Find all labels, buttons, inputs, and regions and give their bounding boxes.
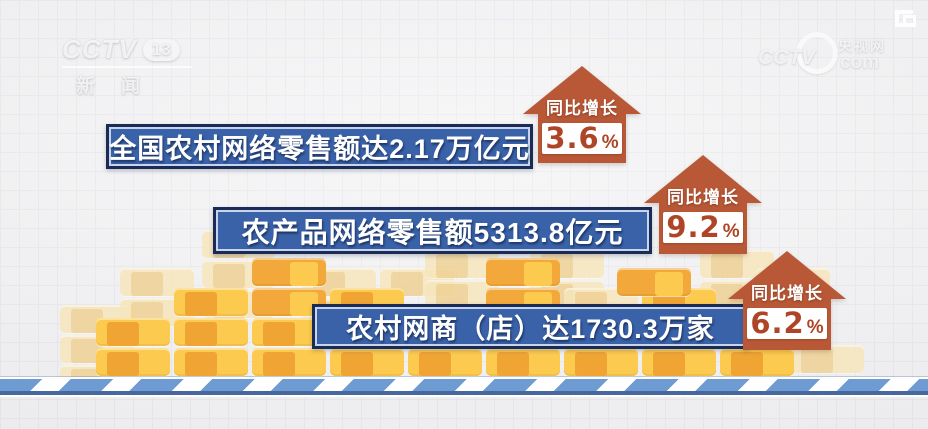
growth-value-box: 6.2 % [747, 308, 827, 339]
cctv13-logo-text: CCTV [62, 34, 137, 64]
growth-label: 同比增长 [546, 99, 618, 118]
coin-face [731, 352, 763, 376]
percent-sign: % [806, 317, 824, 338]
coin [252, 348, 326, 376]
percent-sign: % [722, 221, 740, 242]
coin-face [419, 352, 451, 376]
cctv-com-ring-icon [796, 32, 838, 74]
coin-face [341, 352, 373, 376]
coin-face [655, 272, 683, 296]
pip-overlay-icon[interactable] [895, 10, 916, 27]
coin-face [131, 272, 163, 296]
coin [174, 288, 248, 316]
cctv-com-com-text: com [840, 52, 880, 73]
stat-banner-label: 农产品网络零售额5313.8亿元 [241, 216, 624, 248]
coin [642, 348, 716, 376]
coin [174, 348, 248, 376]
percent-sign: % [601, 132, 619, 153]
growth-value-box: 3.6 % [542, 123, 622, 154]
coin [790, 345, 864, 373]
coin-face [263, 352, 295, 376]
growth-arrow-2: 同比增长 9.2 % [644, 155, 762, 254]
growth-value-box: 9.2 % [663, 212, 743, 243]
arrow-up-icon [644, 155, 762, 203]
cctv13-logo-top: CCTV 13 [62, 34, 192, 68]
coin-face [497, 352, 529, 376]
coin [330, 348, 404, 376]
coin [408, 348, 482, 376]
stat-banner-label: 农村网商（店）达1730.3万家 [346, 314, 715, 344]
coin-face [185, 292, 217, 316]
coin [174, 318, 248, 346]
cctv13-logo-name: 新闻 [76, 76, 167, 97]
stat-banner-agri-retail: 农产品网络零售额5313.8亿元 [213, 207, 652, 254]
coin [252, 258, 326, 286]
growth-arrow-1: 同比增长 3.6 % [523, 66, 641, 163]
coin-face [263, 322, 295, 346]
cctv-com-cn-text: 央视网 [838, 38, 886, 54]
cctv-com-logo: CCTV 央视网 com [758, 30, 898, 74]
coin-face [107, 352, 139, 376]
growth-value: 9.2 [666, 210, 721, 244]
coin-face [185, 352, 217, 376]
arrow-up-icon [728, 251, 846, 299]
coin-face [575, 352, 607, 376]
coin [96, 318, 170, 346]
coin-face [653, 352, 685, 376]
coin [617, 268, 691, 296]
coin-face [290, 262, 318, 286]
coin-face [213, 264, 245, 288]
ground-stripe-bar [0, 377, 928, 395]
coin-face [524, 262, 552, 286]
coin [486, 348, 560, 376]
arrow-up-icon [523, 66, 641, 114]
coin [96, 348, 170, 376]
coin-face [801, 349, 833, 373]
growth-label: 同比增长 [751, 284, 823, 303]
growth-value: 3.6 [545, 121, 600, 155]
coin-face [185, 322, 217, 346]
stat-banner-rural-retail: 全国农村网络零售额达2.17万亿元 [106, 124, 533, 169]
coin-face [107, 322, 139, 346]
cctv-com-cctv-text: CCTV [758, 46, 816, 69]
growth-value: 6.2 [750, 306, 805, 340]
cctv13-logo-number: 13 [142, 38, 180, 61]
stat-banner-label: 全国农村网络零售额达2.17万亿元 [109, 134, 530, 164]
coin-face [436, 254, 468, 278]
coin [486, 258, 560, 286]
cctv13-logo: CCTV 13 新闻 [62, 34, 192, 98]
growth-arrow-3: 同比增长 6.2 % [728, 251, 846, 350]
stat-banner-online-shops: 农村网商（店）达1730.3万家 [312, 304, 749, 349]
growth-label: 同比增长 [667, 188, 739, 207]
coin [564, 348, 638, 376]
pip-inner-square [903, 15, 916, 27]
coin [720, 348, 794, 376]
